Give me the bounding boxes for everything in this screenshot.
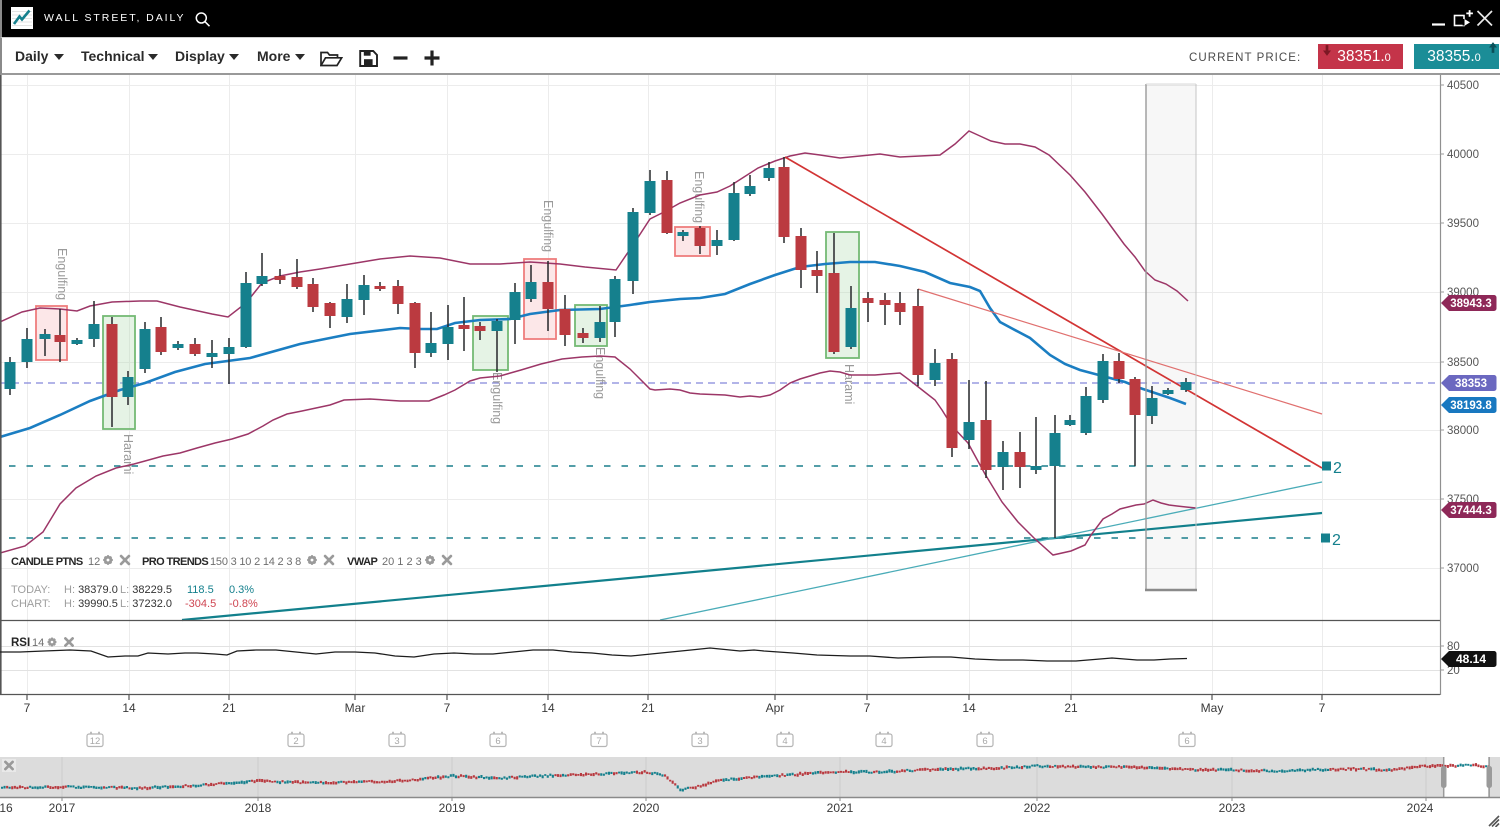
svg-text:L: 38229.5: L: 38229.5 [120,584,172,596]
svg-text:-0.8%: -0.8% [229,598,258,610]
svg-text:38193.8: 38193.8 [1450,400,1492,412]
svg-text:14: 14 [32,637,44,649]
svg-text:Engulfing: Engulfing [55,248,69,300]
svg-text:L: 37232.0: L: 37232.0 [120,598,172,610]
svg-text:6: 6 [495,736,500,747]
svg-text:38943.3: 38943.3 [1450,298,1492,310]
svg-text:38500: 38500 [1447,357,1479,369]
svg-text:48.14: 48.14 [1456,652,1486,666]
svg-text:2020: 2020 [633,801,660,815]
svg-text:40000: 40000 [1447,149,1479,161]
svg-text:May: May [1201,701,1224,715]
svg-text:118.5: 118.5 [187,584,214,596]
svg-text:Engulfing: Engulfing [692,171,706,223]
svg-text:37000: 37000 [1447,563,1479,575]
svg-text:3: 3 [697,736,702,747]
svg-text:2023: 2023 [1219,801,1246,815]
svg-text:7: 7 [864,701,871,715]
svg-text:Engulfing: Engulfing [593,347,607,399]
svg-text:H: 39990.5: H: 39990.5 [64,598,118,610]
svg-text:2019: 2019 [439,801,466,815]
svg-text:80: 80 [1447,641,1460,653]
svg-text:2017: 2017 [49,801,76,815]
svg-text:37444.3: 37444.3 [1450,505,1492,517]
svg-text:2022: 2022 [1024,801,1051,815]
svg-text:39500: 39500 [1447,218,1479,230]
svg-text:CANDLE PTNS: CANDLE PTNS [11,556,83,568]
svg-text:2: 2 [1333,460,1342,477]
svg-text:7: 7 [24,701,31,715]
svg-text:20: 20 [1447,665,1460,677]
svg-text:12: 12 [88,556,100,568]
svg-text:3: 3 [394,736,399,747]
svg-text:2021: 2021 [827,801,854,815]
svg-text:TODAY:: TODAY: [11,584,50,596]
svg-text:2018: 2018 [245,801,272,815]
svg-text:Apr: Apr [766,701,785,715]
svg-text:14: 14 [122,701,136,715]
svg-text:21: 21 [222,701,236,715]
svg-text:40500: 40500 [1447,80,1479,92]
svg-text:2: 2 [293,736,298,747]
svg-text:12: 12 [90,736,101,747]
svg-text:38353: 38353 [1455,378,1487,390]
svg-text:21: 21 [641,701,655,715]
svg-text:-304.5: -304.5 [185,598,216,610]
svg-text:RSI: RSI [11,637,30,649]
svg-text:7: 7 [596,736,601,747]
svg-text:2: 2 [1332,532,1341,549]
svg-text:Harami: Harami [842,364,856,404]
svg-text:4: 4 [782,736,787,747]
svg-text:Engulfing: Engulfing [541,200,555,252]
svg-text:14: 14 [541,701,555,715]
svg-text:Harami: Harami [121,434,135,474]
svg-text:VWAP: VWAP [347,556,378,568]
svg-text:CHART:: CHART: [11,598,51,610]
svg-text:PRO TRENDS: PRO TRENDS [142,556,208,568]
svg-text:150 3 10 2 14 2 3 8: 150 3 10 2 14 2 3 8 [210,556,301,568]
svg-text:21: 21 [1064,701,1078,715]
svg-text:14: 14 [962,701,976,715]
svg-text:0.3%: 0.3% [229,584,254,596]
svg-text:7: 7 [444,701,451,715]
svg-text:4: 4 [881,736,886,747]
svg-text:2024: 2024 [1407,801,1434,815]
svg-text:16: 16 [0,801,13,815]
svg-text:20 1 2 3: 20 1 2 3 [382,556,422,568]
svg-text:Engulfing: Engulfing [490,372,504,424]
svg-text:6: 6 [982,736,987,747]
svg-text:38000: 38000 [1447,425,1479,437]
svg-text:6: 6 [1184,736,1189,747]
svg-text:H: 38379.0: H: 38379.0 [64,584,118,596]
svg-text:Mar: Mar [345,701,366,715]
svg-text:7: 7 [1319,701,1326,715]
